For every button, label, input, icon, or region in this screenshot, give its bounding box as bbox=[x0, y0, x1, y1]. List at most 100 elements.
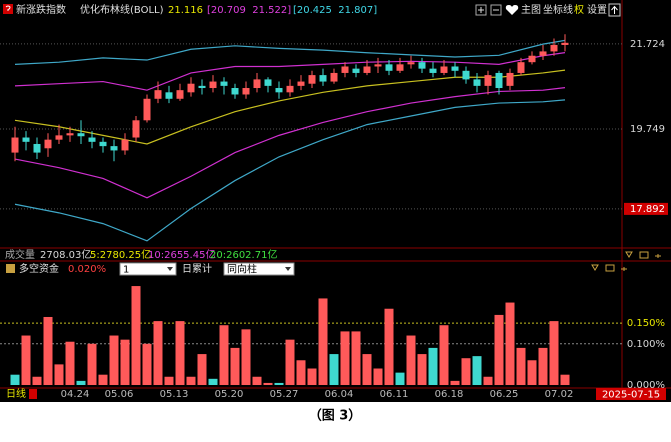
band-line bbox=[14, 87, 566, 199]
x-tick-label: 06.11 bbox=[380, 389, 409, 400]
candle-body bbox=[308, 75, 316, 84]
bar bbox=[384, 308, 394, 385]
candle-body bbox=[319, 75, 327, 82]
toolbar-axis[interactable]: 坐标线 bbox=[543, 3, 573, 16]
bar bbox=[472, 356, 482, 385]
candle-body bbox=[154, 90, 162, 99]
help-icon[interactable] bbox=[6, 264, 15, 273]
period-icon[interactable] bbox=[29, 389, 37, 399]
index-title[interactable]: 新涨跌指数 bbox=[16, 3, 66, 16]
indicator-name[interactable]: 优化布林线(BOLL) bbox=[80, 3, 164, 16]
candle-body bbox=[176, 90, 184, 99]
toolbar-main[interactable]: 主图 bbox=[521, 4, 541, 16]
toolbar-settings[interactable]: 设置 bbox=[587, 4, 607, 16]
expand[interactable] bbox=[608, 3, 621, 17]
band-line bbox=[14, 39, 566, 65]
candle-body bbox=[396, 64, 404, 71]
bar bbox=[252, 376, 262, 385]
expand-glyph bbox=[611, 5, 618, 14]
candle-body bbox=[198, 85, 206, 89]
indicator-values: 21.116 [20.709 21.522] [20.425 21.807] bbox=[168, 5, 377, 16]
cursor-date-box bbox=[596, 388, 666, 400]
candle-body bbox=[220, 81, 228, 86]
candle-body bbox=[231, 88, 239, 95]
period-select-value[interactable]: 1 bbox=[123, 265, 129, 276]
bar bbox=[32, 376, 42, 385]
x-tick-label: 06.04 bbox=[325, 389, 354, 400]
candle-body bbox=[33, 143, 41, 153]
band-line bbox=[14, 69, 566, 145]
x-tick-label: 05.27 bbox=[270, 389, 299, 400]
candle-body bbox=[264, 79, 272, 86]
volume-value: 20:2602.71亿 bbox=[210, 248, 277, 261]
bar bbox=[43, 316, 53, 385]
bar bbox=[219, 325, 229, 385]
y-tick-label: 21.724 bbox=[630, 39, 665, 50]
candle-body bbox=[143, 98, 151, 121]
fund-title: 多空资金 bbox=[19, 262, 59, 275]
bar bbox=[538, 347, 548, 385]
favorite[interactable] bbox=[505, 5, 519, 15]
zoom-in[interactable] bbox=[475, 4, 487, 16]
candle-body bbox=[55, 135, 63, 140]
candle-body bbox=[528, 55, 536, 63]
candle-body bbox=[539, 51, 547, 56]
bar bbox=[142, 343, 152, 385]
bar bbox=[549, 321, 559, 385]
bar bbox=[329, 354, 339, 385]
fund-value: 0.020% bbox=[68, 264, 106, 275]
candle-body bbox=[429, 68, 437, 73]
bar bbox=[362, 354, 372, 385]
mode-select-value[interactable]: 同向柱 bbox=[227, 263, 257, 276]
mode-select[interactable] bbox=[223, 262, 295, 276]
bar bbox=[87, 343, 97, 385]
volume-value: 10:2655.45亿 bbox=[148, 248, 215, 261]
candle-body bbox=[341, 66, 349, 73]
dropdown-arrow bbox=[285, 267, 291, 271]
bar bbox=[65, 341, 75, 385]
candle-body bbox=[473, 79, 481, 86]
candle-body bbox=[11, 137, 19, 153]
candle-body bbox=[517, 62, 525, 73]
candle-body bbox=[132, 120, 140, 138]
candle-body bbox=[550, 44, 558, 52]
candle-body bbox=[286, 85, 294, 93]
band-line bbox=[14, 99, 566, 242]
band-line bbox=[14, 52, 566, 91]
indicator-value: [20.709 21.522] bbox=[207, 5, 291, 16]
y-tick-label: 0.150% bbox=[627, 318, 665, 329]
period-label[interactable]: 日线 bbox=[6, 387, 26, 400]
period-select[interactable] bbox=[119, 262, 177, 276]
bar bbox=[197, 354, 207, 385]
toolbar-rights[interactable]: 权 bbox=[574, 3, 584, 16]
plus-glyph bbox=[478, 7, 484, 13]
x-tick-label: 06.18 bbox=[435, 389, 464, 400]
bar bbox=[494, 314, 504, 385]
volume-label: 成交量 bbox=[5, 248, 35, 261]
zoom-out[interactable] bbox=[490, 4, 502, 16]
candle-body bbox=[374, 64, 382, 67]
bar bbox=[175, 321, 185, 385]
bar bbox=[395, 372, 405, 385]
candle-body bbox=[451, 66, 459, 71]
bar bbox=[54, 364, 64, 385]
candle-body bbox=[495, 72, 503, 89]
candle-body bbox=[462, 70, 470, 80]
bar bbox=[351, 331, 361, 385]
bar bbox=[450, 380, 460, 385]
volume-value: 2708.03亿 bbox=[40, 248, 91, 261]
fund-icons[interactable] bbox=[591, 264, 627, 272]
bar bbox=[560, 374, 570, 385]
bar bbox=[241, 329, 251, 385]
x-tick-label: 05.06 bbox=[105, 389, 134, 400]
volume-icons[interactable] bbox=[625, 251, 661, 259]
caption: （图 3） bbox=[309, 408, 362, 424]
candle-body bbox=[77, 133, 85, 137]
bar bbox=[10, 374, 20, 385]
candle-body bbox=[44, 139, 52, 149]
indicator-value: [20.425 21.807] bbox=[293, 5, 377, 16]
candle-body bbox=[385, 64, 393, 71]
candle-body bbox=[407, 62, 415, 65]
